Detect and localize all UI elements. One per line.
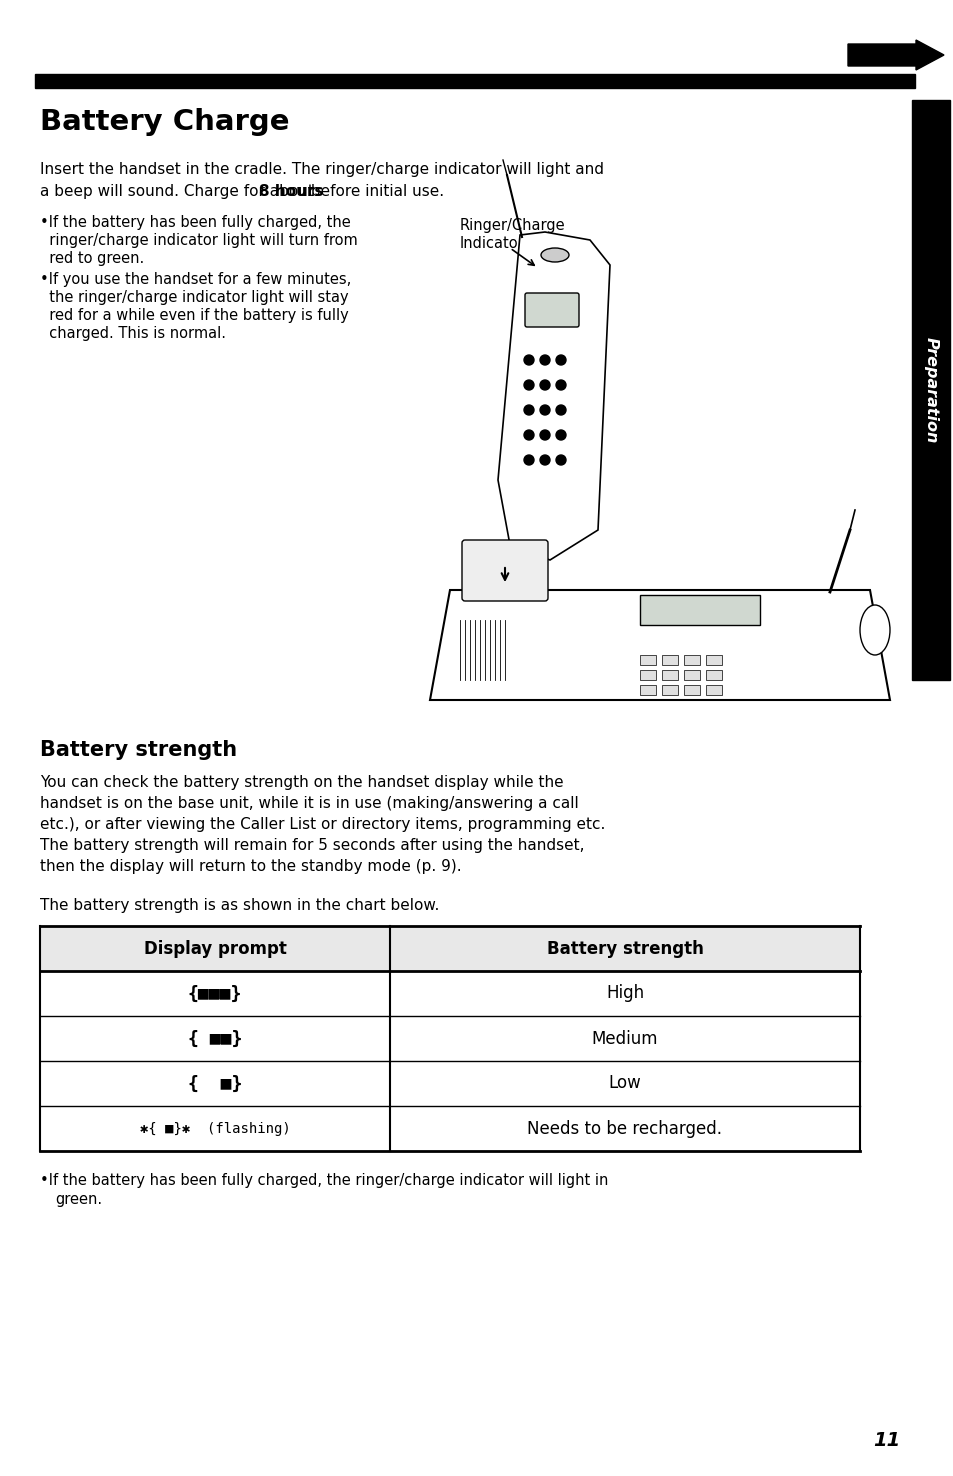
- Text: green.: green.: [55, 1193, 102, 1207]
- Text: High: High: [605, 984, 643, 1002]
- Text: ✱{ ■}✱  (flashing): ✱{ ■}✱ (flashing): [139, 1122, 290, 1135]
- Circle shape: [523, 356, 534, 365]
- Text: The battery strength will remain for 5 seconds after using the handset,: The battery strength will remain for 5 s…: [40, 838, 584, 853]
- Bar: [40, 925, 859, 971]
- Circle shape: [556, 455, 565, 465]
- Circle shape: [539, 430, 550, 440]
- Text: before initial use.: before initial use.: [306, 184, 444, 199]
- Text: Medium: Medium: [591, 1029, 658, 1048]
- Text: Ringer/Charge: Ringer/Charge: [459, 218, 565, 233]
- Text: ringer/charge indicator light will turn from: ringer/charge indicator light will turn …: [40, 233, 357, 248]
- Circle shape: [523, 455, 534, 465]
- Circle shape: [523, 430, 534, 440]
- Circle shape: [523, 379, 534, 390]
- Text: { ■■}: { ■■}: [188, 1029, 242, 1048]
- Bar: [661, 655, 678, 666]
- Polygon shape: [497, 232, 609, 559]
- Text: •If the battery has been fully charged, the ringer/charge indicator will light i: •If the battery has been fully charged, …: [40, 1173, 608, 1188]
- Circle shape: [556, 404, 565, 415]
- Bar: [639, 685, 656, 695]
- Circle shape: [539, 455, 550, 465]
- Bar: [911, 100, 949, 680]
- Text: You can check the battery strength on the handset display while the: You can check the battery strength on th…: [40, 775, 563, 790]
- Bar: [683, 685, 700, 695]
- Text: The battery strength is as shown in the chart below.: The battery strength is as shown in the …: [40, 897, 439, 914]
- Text: the ringer/charge indicator light will stay: the ringer/charge indicator light will s…: [40, 289, 348, 306]
- Text: red to green.: red to green.: [40, 251, 144, 266]
- Text: {■■■}: {■■■}: [188, 984, 242, 1002]
- Bar: [683, 655, 700, 666]
- Circle shape: [556, 379, 565, 390]
- Text: •If the battery has been fully charged, the: •If the battery has been fully charged, …: [40, 215, 351, 230]
- Ellipse shape: [540, 248, 568, 263]
- Text: Indicator: Indicator: [459, 236, 524, 251]
- Text: Battery strength: Battery strength: [546, 940, 702, 958]
- FancyBboxPatch shape: [524, 294, 578, 328]
- Bar: [639, 670, 656, 680]
- FancyBboxPatch shape: [461, 540, 547, 601]
- Text: Battery strength: Battery strength: [40, 739, 237, 760]
- FancyArrow shape: [847, 40, 943, 69]
- Text: Needs to be recharged.: Needs to be recharged.: [527, 1119, 721, 1138]
- Text: Insert the handset in the cradle. The ringer/charge indicator will light and: Insert the handset in the cradle. The ri…: [40, 162, 603, 177]
- Circle shape: [539, 356, 550, 365]
- Circle shape: [539, 404, 550, 415]
- Ellipse shape: [859, 605, 889, 655]
- Bar: [661, 685, 678, 695]
- Text: 11: 11: [872, 1432, 899, 1449]
- Text: handset is on the base unit, while it is in use (making/answering a call: handset is on the base unit, while it is…: [40, 796, 578, 810]
- Text: Low: Low: [608, 1075, 640, 1092]
- Text: •If you use the handset for a few minutes,: •If you use the handset for a few minute…: [40, 272, 351, 286]
- Text: Battery Charge: Battery Charge: [40, 108, 289, 136]
- Bar: [705, 655, 721, 666]
- Bar: [661, 670, 678, 680]
- Bar: [35, 74, 914, 89]
- Bar: [705, 685, 721, 695]
- Text: 8 hours: 8 hours: [258, 184, 323, 199]
- Bar: [639, 595, 760, 624]
- Text: {  ■}: { ■}: [188, 1075, 242, 1092]
- Text: etc.), or after viewing the Caller List or directory items, programming etc.: etc.), or after viewing the Caller List …: [40, 818, 605, 832]
- Polygon shape: [430, 590, 889, 700]
- Bar: [683, 670, 700, 680]
- Bar: [705, 670, 721, 680]
- Circle shape: [556, 356, 565, 365]
- Text: charged. This is normal.: charged. This is normal.: [40, 326, 226, 341]
- Text: Display prompt: Display prompt: [143, 940, 286, 958]
- Text: a beep will sound. Charge for about: a beep will sound. Charge for about: [40, 184, 318, 199]
- Text: then the display will return to the standby mode (p. 9).: then the display will return to the stan…: [40, 859, 461, 874]
- Text: red for a while even if the battery is fully: red for a while even if the battery is f…: [40, 308, 349, 323]
- Bar: [639, 655, 656, 666]
- Circle shape: [539, 379, 550, 390]
- Circle shape: [556, 430, 565, 440]
- Text: Preparation: Preparation: [923, 337, 938, 443]
- Circle shape: [523, 404, 534, 415]
